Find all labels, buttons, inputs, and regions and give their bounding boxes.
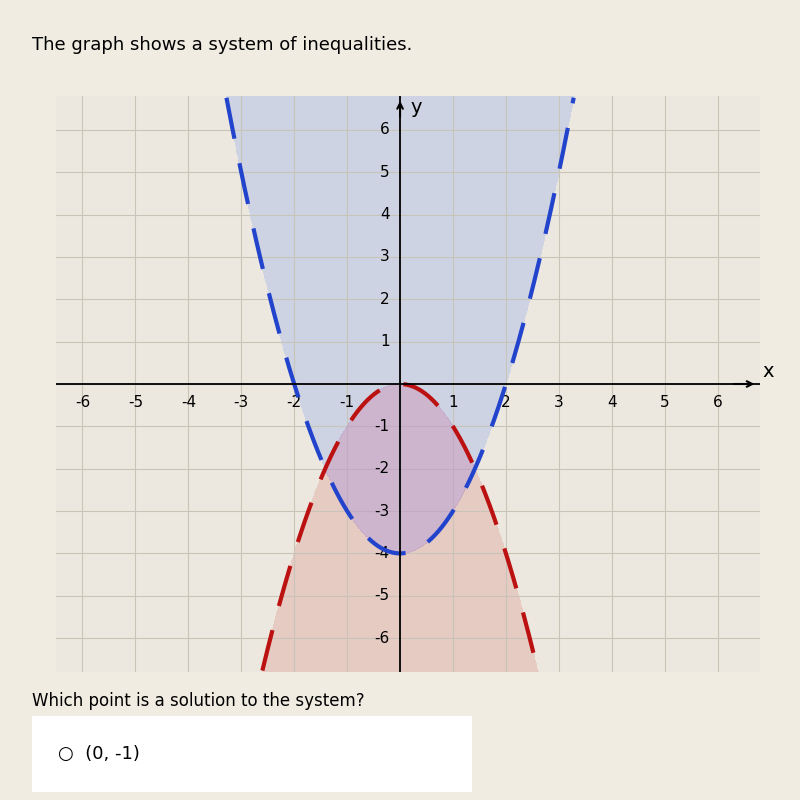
Text: -1: -1 xyxy=(339,394,354,410)
Text: ○  (0, -1): ○ (0, -1) xyxy=(58,745,140,763)
Text: 5: 5 xyxy=(660,394,670,410)
Text: y: y xyxy=(410,98,422,117)
Text: -3: -3 xyxy=(234,394,249,410)
Text: 2: 2 xyxy=(380,292,390,306)
Text: 2: 2 xyxy=(501,394,510,410)
Text: -5: -5 xyxy=(128,394,143,410)
Text: 4: 4 xyxy=(380,207,390,222)
Text: -4: -4 xyxy=(374,546,390,561)
Text: 5: 5 xyxy=(380,165,390,180)
FancyBboxPatch shape xyxy=(10,712,494,796)
Text: 1: 1 xyxy=(448,394,458,410)
Text: 3: 3 xyxy=(380,250,390,265)
Text: -4: -4 xyxy=(181,394,196,410)
Text: x: x xyxy=(762,362,774,381)
Text: 4: 4 xyxy=(607,394,617,410)
Text: 6: 6 xyxy=(380,122,390,138)
Text: -5: -5 xyxy=(374,588,390,603)
Text: -3: -3 xyxy=(374,503,390,518)
Text: 6: 6 xyxy=(713,394,722,410)
Text: -1: -1 xyxy=(374,419,390,434)
Text: -6: -6 xyxy=(75,394,90,410)
Text: -6: -6 xyxy=(374,630,390,646)
Text: 3: 3 xyxy=(554,394,564,410)
Text: -2: -2 xyxy=(374,462,390,476)
Text: 1: 1 xyxy=(380,334,390,349)
Text: The graph shows a system of inequalities.: The graph shows a system of inequalities… xyxy=(32,36,412,54)
Text: -2: -2 xyxy=(286,394,302,410)
Text: Which point is a solution to the system?: Which point is a solution to the system? xyxy=(32,692,365,710)
